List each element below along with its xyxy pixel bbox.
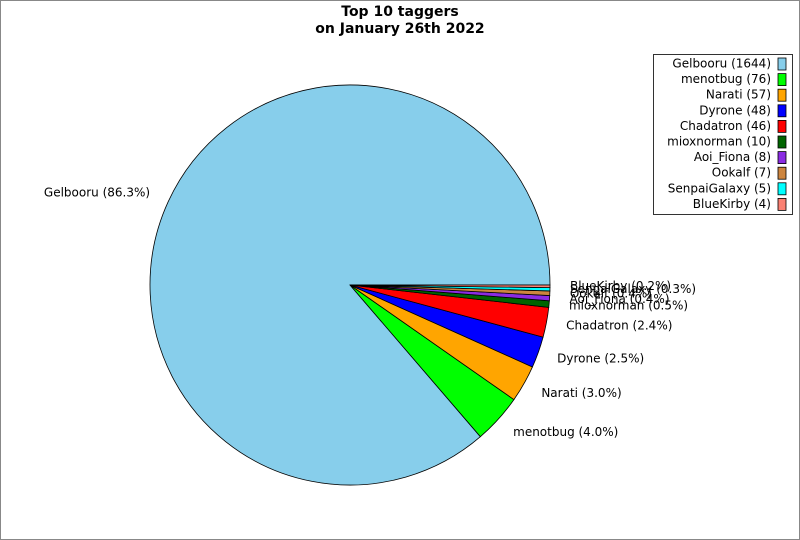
chart-title: on January 26th 2022 <box>315 21 484 37</box>
legend-swatch <box>777 104 787 118</box>
legend-label: Aoi_Fiona (8) <box>694 150 771 164</box>
legend-swatch <box>777 88 787 102</box>
slice-label: menotbug (4.0%) <box>513 425 618 439</box>
chart-title: Top 10 taggers <box>341 4 458 20</box>
legend-label: BlueKirby (4) <box>693 197 771 211</box>
legend-label: Ookalf (7) <box>712 166 771 180</box>
legend-label: menotbug (76) <box>681 72 771 86</box>
slice-label: Dyrone (2.5%) <box>557 351 644 365</box>
slice-label: BlueKirby (0.2%) <box>570 279 671 293</box>
legend-label: Chadatron (46) <box>680 119 771 133</box>
slice-label: SenpaiGalaxy (0.3%) <box>570 282 696 296</box>
legend-label: SenpaiGalaxy (5) <box>668 181 771 195</box>
slice-label: Aoi_Fiona (0.4%) <box>570 292 670 306</box>
legend-swatch <box>777 166 787 180</box>
legend-label: Gelbooru (1644) <box>672 57 771 71</box>
slice-label: mioxnorman (0.5%) <box>569 299 688 313</box>
slice-label: Ookalf (0.4%) <box>570 287 652 301</box>
legend-swatch <box>777 120 787 133</box>
pie-slice <box>349 284 551 289</box>
slice-label: Chadatron (2.4%) <box>566 319 672 333</box>
legend-label: Narati (57) <box>706 88 771 102</box>
legend-swatch <box>777 57 787 71</box>
legend-swatch <box>777 182 787 196</box>
legend-label: Dyrone (48) <box>699 103 771 117</box>
slice-label: Gelbooru (86.3%) <box>44 186 150 200</box>
legend-swatch <box>777 135 787 149</box>
legend-label: mioxnorman (10) <box>667 135 771 149</box>
legend-swatch <box>777 197 787 211</box>
legend-swatch <box>777 73 787 86</box>
legend-box <box>653 54 793 215</box>
slice-label: Narati (3.0%) <box>541 386 621 400</box>
legend-swatch <box>777 151 787 165</box>
